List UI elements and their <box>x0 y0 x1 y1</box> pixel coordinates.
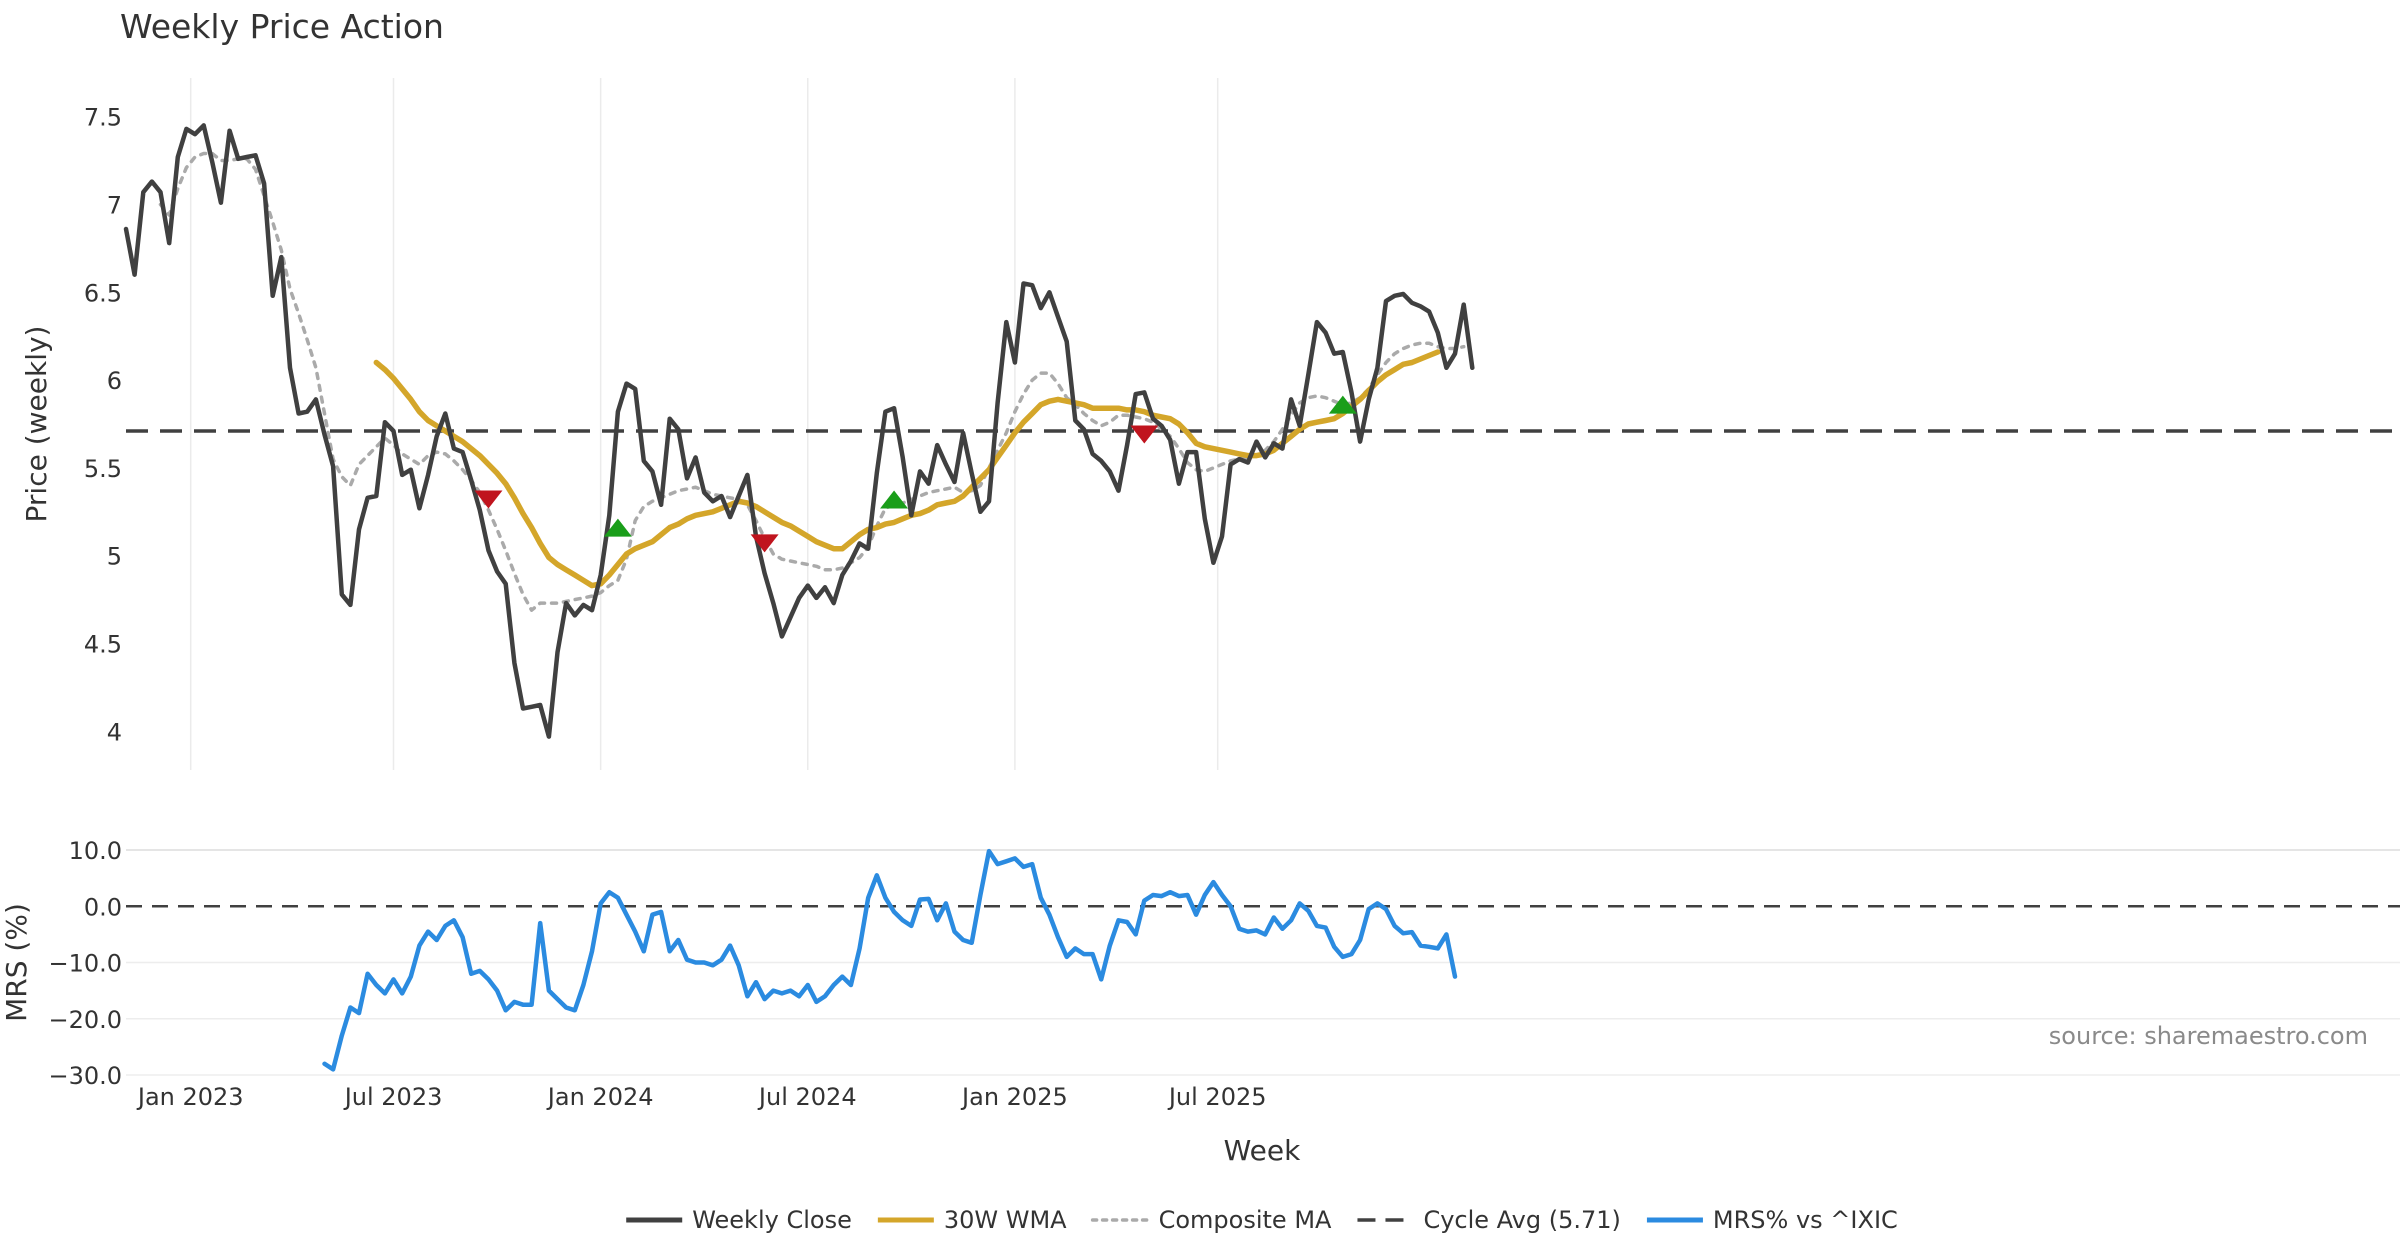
chart-title: Weekly Price Action <box>120 7 444 46</box>
x-tick-label: Jul 2023 <box>343 1083 443 1111</box>
price-y-axis-label: Price (weekly) <box>20 326 53 523</box>
series-30w-wma <box>373 349 1441 589</box>
x-tick-label: Jul 2025 <box>1167 1083 1267 1111</box>
legend: Weekly Close 30W WMA Composite MA Cycle Avg… <box>626 1206 1898 1234</box>
x-tick-label: Jan 2025 <box>960 1083 1068 1111</box>
mrs-y-tick-label: 10.0 <box>69 837 122 865</box>
mrs-panel: 10.0 0.0 −10.0 −20.0 −30.0 MRS (%) Jan 2023 Jul… <box>0 837 2400 1111</box>
legend-label: MRS% vs ^IXIC <box>1713 1206 1898 1234</box>
buy-signal-marker <box>603 518 632 537</box>
series-weekly-close <box>123 123 1475 739</box>
x-axis-label: Week <box>1224 1134 1301 1167</box>
mrs-y-tick-label: 0.0 <box>84 893 122 921</box>
buy-signal-marker <box>1328 395 1357 414</box>
price-y-tick-label: 7.5 <box>84 104 122 132</box>
price-y-tick-label: 4.5 <box>84 631 122 659</box>
source-annotation: source: sharemaestro.com <box>2049 1022 2368 1050</box>
series-mrs-vs-ixic <box>322 848 1458 1072</box>
x-tick-label: Jan 2024 <box>546 1083 654 1111</box>
sell-signal-marker <box>1130 425 1159 444</box>
price-y-tick-label: 5.5 <box>84 455 122 483</box>
mrs-y-axis-label: MRS (%) <box>0 903 33 1022</box>
mrs-y-tick-label: −20.0 <box>48 1006 122 1034</box>
price-y-tick-label: 7 <box>107 191 122 219</box>
price-panel: 4 4.5 5 5.5 6 6.5 7 7.5 Price (weekly) <box>20 78 2400 770</box>
legend-label: Composite MA <box>1159 1206 1332 1234</box>
price-y-tick-label: 6 <box>107 367 122 395</box>
buy-signal-marker <box>880 490 909 509</box>
x-tick-label: Jul 2024 <box>757 1083 857 1111</box>
price-y-tick-label: 6.5 <box>84 279 122 307</box>
legend-label: Weekly Close <box>692 1206 852 1234</box>
legend-label: 30W WMA <box>944 1206 1067 1234</box>
sell-signal-marker <box>474 490 503 509</box>
price-y-tick-label: 4 <box>107 718 122 746</box>
sell-signal-marker <box>750 534 779 553</box>
legend-label: Cycle Avg (5.71) <box>1423 1206 1620 1234</box>
x-tick-label: Jan 2023 <box>136 1083 244 1111</box>
mrs-y-tick-label: −30.0 <box>48 1062 122 1090</box>
price-y-tick-label: 5 <box>107 543 122 571</box>
mrs-y-tick-label: −10.0 <box>48 950 122 978</box>
